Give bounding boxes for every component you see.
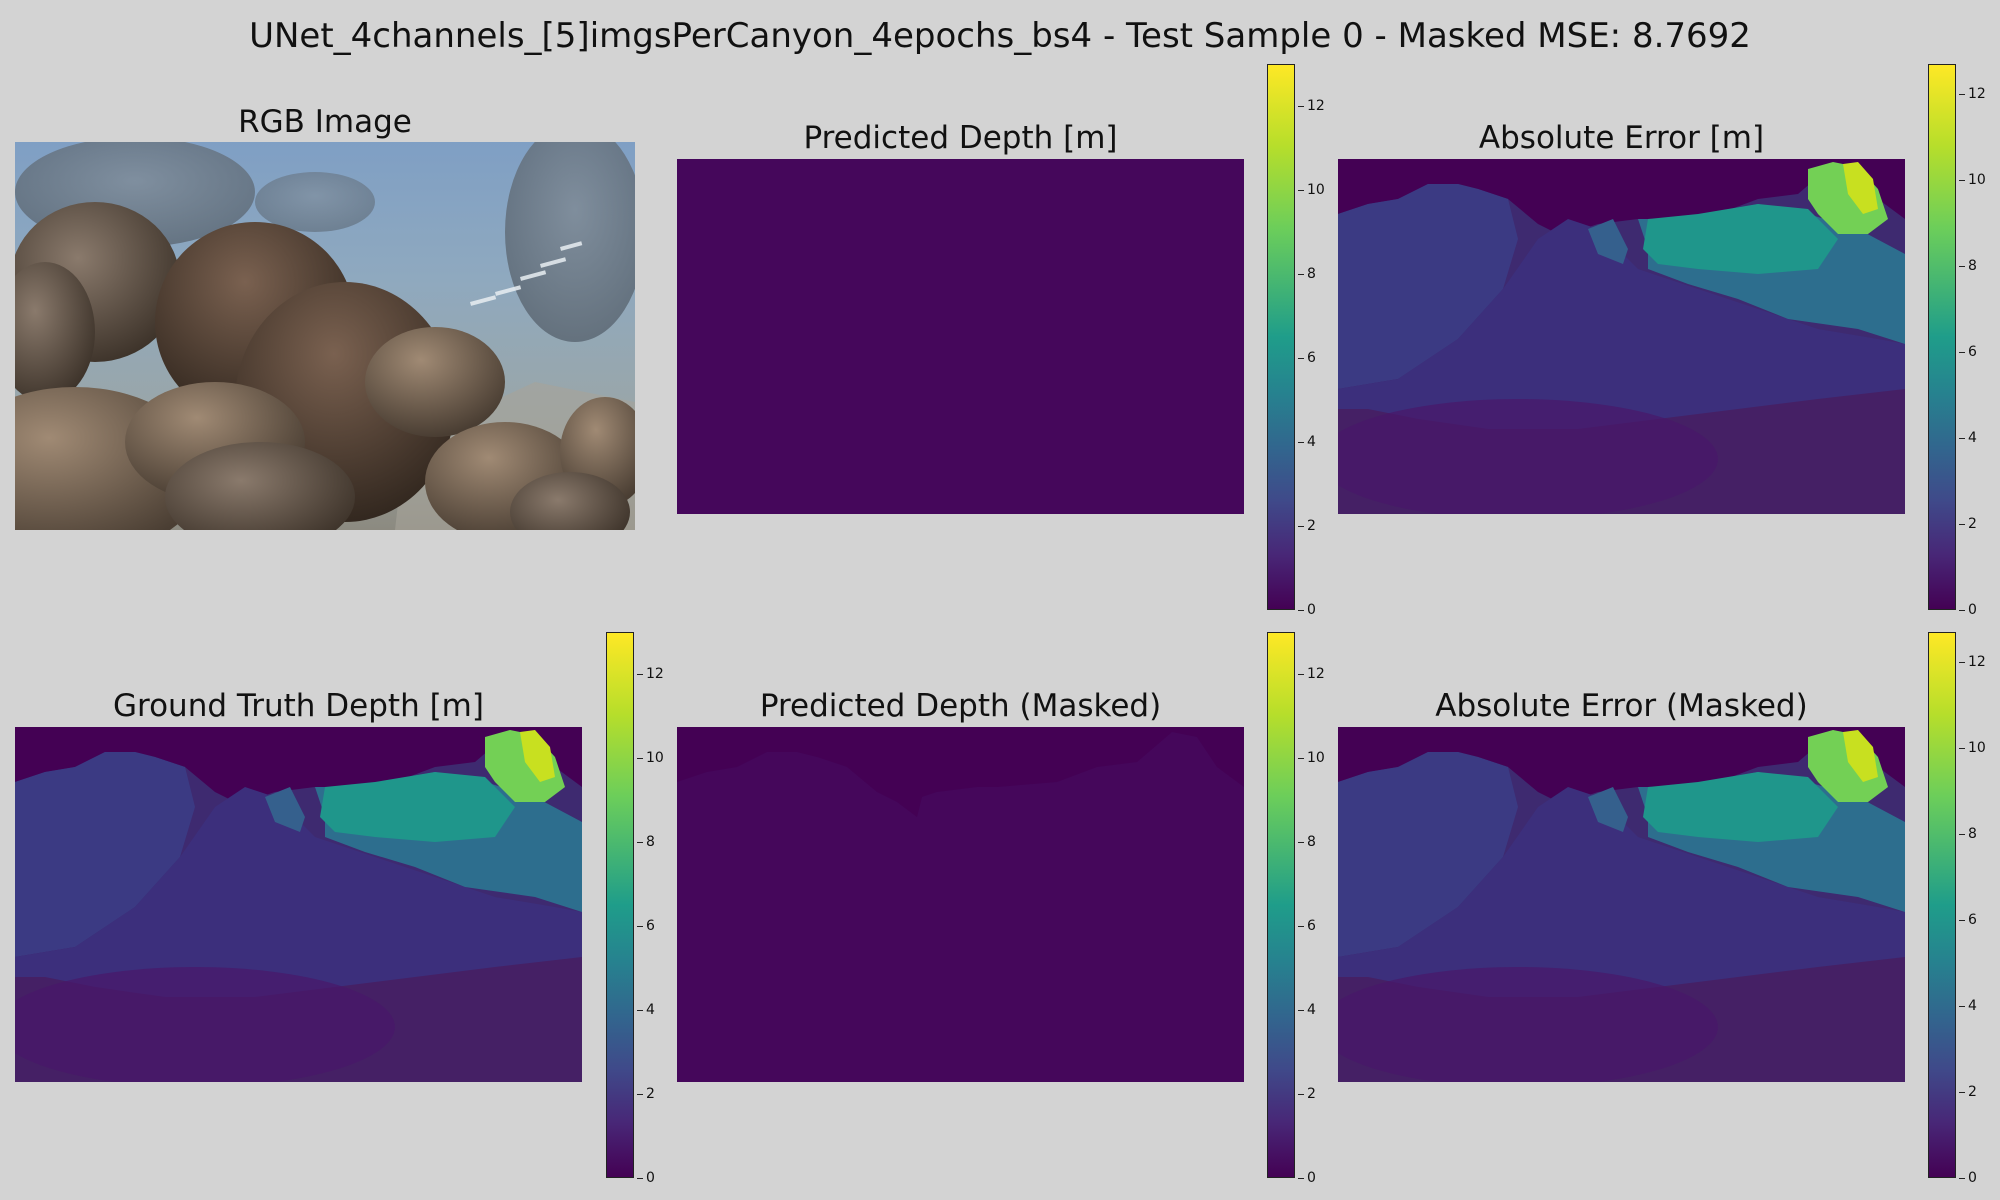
err-colorbar-tick: 8: [1959, 258, 1977, 275]
gt-colorbar: [606, 632, 634, 1178]
gt-colorbar-tick: 10: [637, 750, 664, 766]
figure-title: UNet_4channels_[5]imgsPerCanyon_4epochs_…: [249, 16, 1751, 56]
err-masked-colorbar-tick: 0: [1959, 1170, 1977, 1186]
gt-panel-title: Ground Truth Depth [m]: [113, 688, 484, 724]
pred-colorbar-tick: 0: [1298, 602, 1316, 618]
gt-colorbar-tick: 0: [637, 1170, 655, 1186]
err-colorbar: [1928, 64, 1956, 610]
gt-colorbar-tick: 8: [637, 834, 655, 850]
gt-colorbar-tick: 6: [637, 918, 655, 934]
pred-masked-colorbar-tick: 4: [1298, 1002, 1316, 1018]
err-masked-colorbar-tick: 2: [1959, 1084, 1977, 1101]
err-colorbar-tick: 6: [1959, 344, 1977, 361]
pred-colorbar-tick: 8: [1298, 266, 1316, 282]
pred-panel-title: Predicted Depth [m]: [803, 120, 1118, 156]
err-masked-heatmap: [1338, 727, 1905, 1082]
pred-masked-colorbar-tick: 2: [1298, 1086, 1316, 1102]
pred-colorbar: [1267, 64, 1295, 610]
err-masked-colorbar-tick: 8: [1959, 826, 1977, 843]
rgb-image: [15, 142, 635, 530]
pred-depth-map: [677, 159, 1244, 514]
pred-colorbar-tick: 12: [1298, 98, 1325, 114]
pred-colorbar-tick: 4: [1298, 434, 1316, 450]
gt-depth-map: [15, 727, 582, 1082]
pred-masked-colorbar-tick: 10: [1298, 750, 1325, 766]
err-colorbar-tick: 10: [1959, 172, 1986, 189]
err-masked-colorbar-tick: 10: [1959, 740, 1986, 757]
err-masked-colorbar-tick: 12: [1959, 654, 1986, 671]
gt-colorbar-tick: 4: [637, 1002, 655, 1018]
pred-masked-colorbar-tick: 0: [1298, 1170, 1316, 1186]
err-masked-colorbar: [1928, 632, 1956, 1178]
err-masked-colorbar-tick: 4: [1959, 998, 1977, 1015]
pred-colorbar-tick: 2: [1298, 518, 1316, 534]
pred-masked-panel-title: Predicted Depth (Masked): [759, 688, 1162, 724]
pred-colorbar-tick: 10: [1298, 182, 1325, 198]
gt-colorbar-tick: 2: [637, 1086, 655, 1102]
pred-masked-depth-map: [677, 727, 1244, 1082]
err-panel-title: Absolute Error [m]: [1478, 120, 1765, 156]
err-masked-panel-title: Absolute Error (Masked): [1435, 688, 1808, 724]
err-colorbar-tick: 0: [1959, 602, 1977, 618]
err-colorbar-tick: 12: [1959, 86, 1986, 103]
pred-colorbar-tick: 6: [1298, 350, 1316, 366]
err-colorbar-tick: 2: [1959, 516, 1977, 533]
gt-colorbar-tick: 12: [637, 666, 664, 682]
pred-masked-colorbar: [1267, 632, 1295, 1178]
pred-masked-colorbar-tick: 8: [1298, 834, 1316, 850]
pred-masked-colorbar-tick: 12: [1298, 666, 1325, 682]
rgb-panel-title: RGB Image: [238, 104, 412, 140]
err-colorbar-tick: 4: [1959, 430, 1977, 447]
pred-masked-colorbar-tick: 6: [1298, 918, 1316, 934]
err-heatmap: [1338, 159, 1905, 514]
err-masked-colorbar-tick: 6: [1959, 912, 1977, 929]
